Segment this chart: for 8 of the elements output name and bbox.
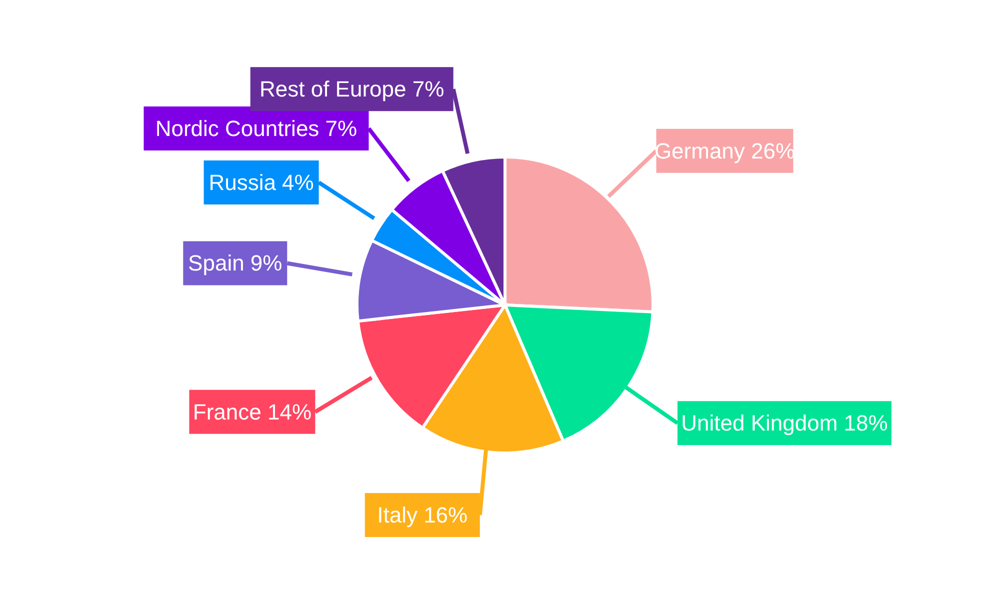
slice-label: Nordic Countries 7% — [155, 116, 358, 141]
slice-label: United Kingdom 18% — [681, 410, 888, 436]
slice-label: Russia 4% — [208, 170, 314, 195]
slice-label: France 14% — [192, 399, 312, 424]
slice-label: Germany 26% — [654, 138, 796, 164]
slice-label: Rest of Europe 7% — [260, 76, 444, 102]
slice-label: Spain 9% — [188, 250, 282, 276]
slice-label: Italy 16% — [377, 502, 468, 528]
